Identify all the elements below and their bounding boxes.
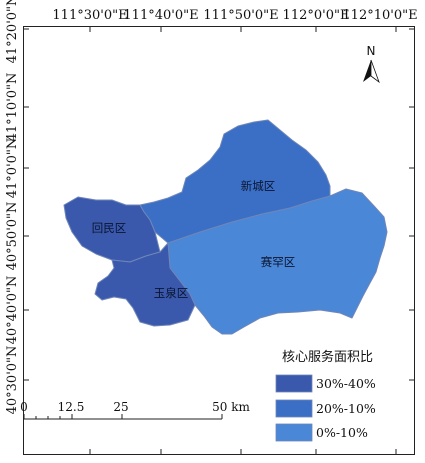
district-xincheng-area[interactable]	[139, 119, 331, 244]
district-polygons	[63, 119, 388, 335]
scale-label-12-5: 12.5	[58, 400, 85, 414]
scale-label-50: 50 km	[212, 400, 250, 414]
lat-label-3: 41°0'0"N	[5, 138, 20, 199]
lat-label-2: 41°10'0"N	[5, 73, 20, 142]
scale-bar-line	[23, 414, 223, 420]
legend-label-1: 30%-40%	[316, 376, 376, 391]
right-ticks	[409, 28, 415, 381]
district-label-yuquan: 玉泉区	[154, 286, 189, 300]
north-arrow-letter: N	[367, 44, 376, 58]
north-arrow: N	[363, 44, 380, 84]
lon-label-4: 112°0'0"E	[283, 8, 350, 23]
district-label-saihan: 赛罕区	[261, 255, 296, 269]
district-huimin-area[interactable]	[63, 196, 161, 263]
legend-swatch-3	[275, 423, 313, 442]
scale-bar: 0 12.5 25 50 km	[20, 400, 250, 420]
top-ticks	[89, 26, 397, 32]
lon-label-1: 111°30'0"E	[52, 8, 127, 23]
left-ticks	[23, 28, 29, 381]
district-yuquan-area[interactable]	[94, 242, 196, 327]
bottom-ticks	[89, 449, 397, 455]
lon-label-5: 112°10'0"E	[342, 8, 417, 23]
legend: 核心服务面积比 30%-40% 20%-10% 0%-10%	[275, 349, 376, 442]
legend-title: 核心服务面积比	[282, 349, 373, 365]
lon-label-3: 111°50'0"E	[203, 8, 278, 23]
lat-label-1: 41°20'0"N	[5, 0, 20, 63]
north-arrow-icon	[363, 60, 371, 82]
lat-label-5: 40°40'0"N	[5, 276, 20, 345]
lon-label-2: 111°40'0"E	[123, 8, 198, 23]
legend-label-2: 20%-10%	[316, 401, 376, 416]
district-label-huimin: 回民区	[92, 221, 127, 235]
scale-label-0: 0	[20, 400, 28, 414]
lat-label-4: 40°50'0"N	[5, 202, 20, 271]
district-label-xincheng: 新城区	[241, 179, 276, 193]
legend-swatch-2	[275, 399, 313, 418]
lat-label-6: 40°30'0"N	[5, 346, 20, 415]
legend-swatch-1	[275, 374, 313, 393]
scale-label-25: 25	[113, 400, 128, 414]
legend-label-3: 0%-10%	[316, 425, 368, 440]
